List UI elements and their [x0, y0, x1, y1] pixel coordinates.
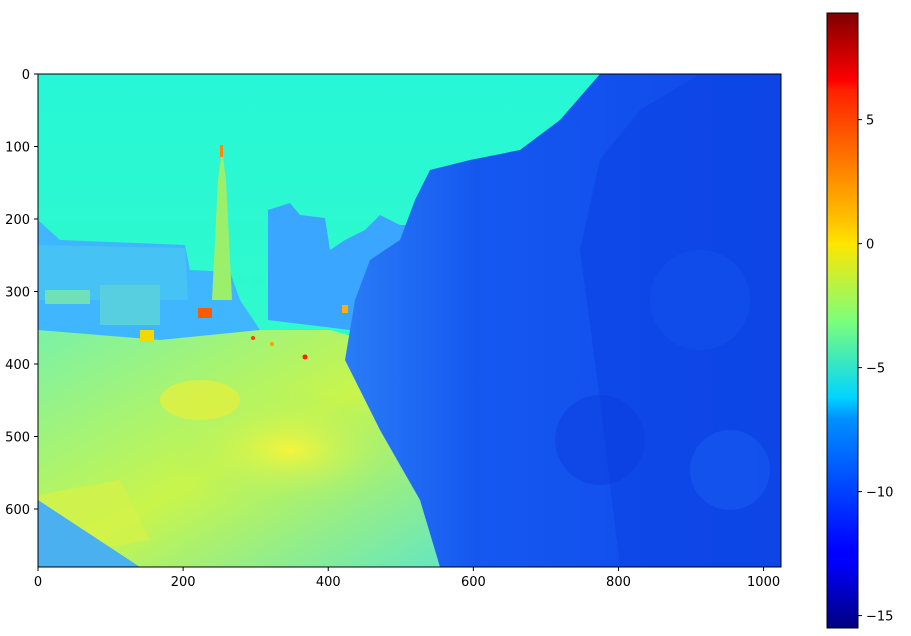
- y-tick-label: 300: [5, 286, 30, 301]
- colorbar-tick-label: 0: [866, 238, 874, 253]
- colorbar-axis: 5 0 −5 −10 −15: [858, 114, 893, 625]
- x-axis: 0 200 400 600 800 1000: [34, 567, 780, 590]
- colorbar-tick-label: 5: [866, 114, 874, 129]
- x-tick-label: 400: [316, 575, 341, 590]
- y-tick-label: 0: [22, 68, 30, 83]
- colorbar-tick-label: −15: [866, 610, 893, 625]
- x-tick-label: 600: [461, 575, 486, 590]
- y-tick-label: 200: [5, 213, 30, 228]
- x-tick-label: 1000: [747, 575, 780, 590]
- y-tick-label: 100: [5, 141, 30, 156]
- colorbar-tick-label: −5: [866, 362, 885, 377]
- heatmap-image: [38, 74, 781, 567]
- y-tick-label: 400: [5, 358, 30, 373]
- x-tick-label: 0: [34, 575, 42, 590]
- x-tick-label: 800: [606, 575, 631, 590]
- y-axis: 0 100 200 300 400 500 600: [5, 68, 38, 518]
- plot-frame: [37, 73, 782, 568]
- x-tick-label: 200: [171, 575, 196, 590]
- colorbar: [826, 12, 859, 629]
- y-tick-label: 600: [5, 503, 30, 518]
- tower-region: [212, 150, 232, 300]
- y-tick-label: 500: [5, 431, 30, 446]
- colorbar-tick-label: −10: [866, 486, 893, 501]
